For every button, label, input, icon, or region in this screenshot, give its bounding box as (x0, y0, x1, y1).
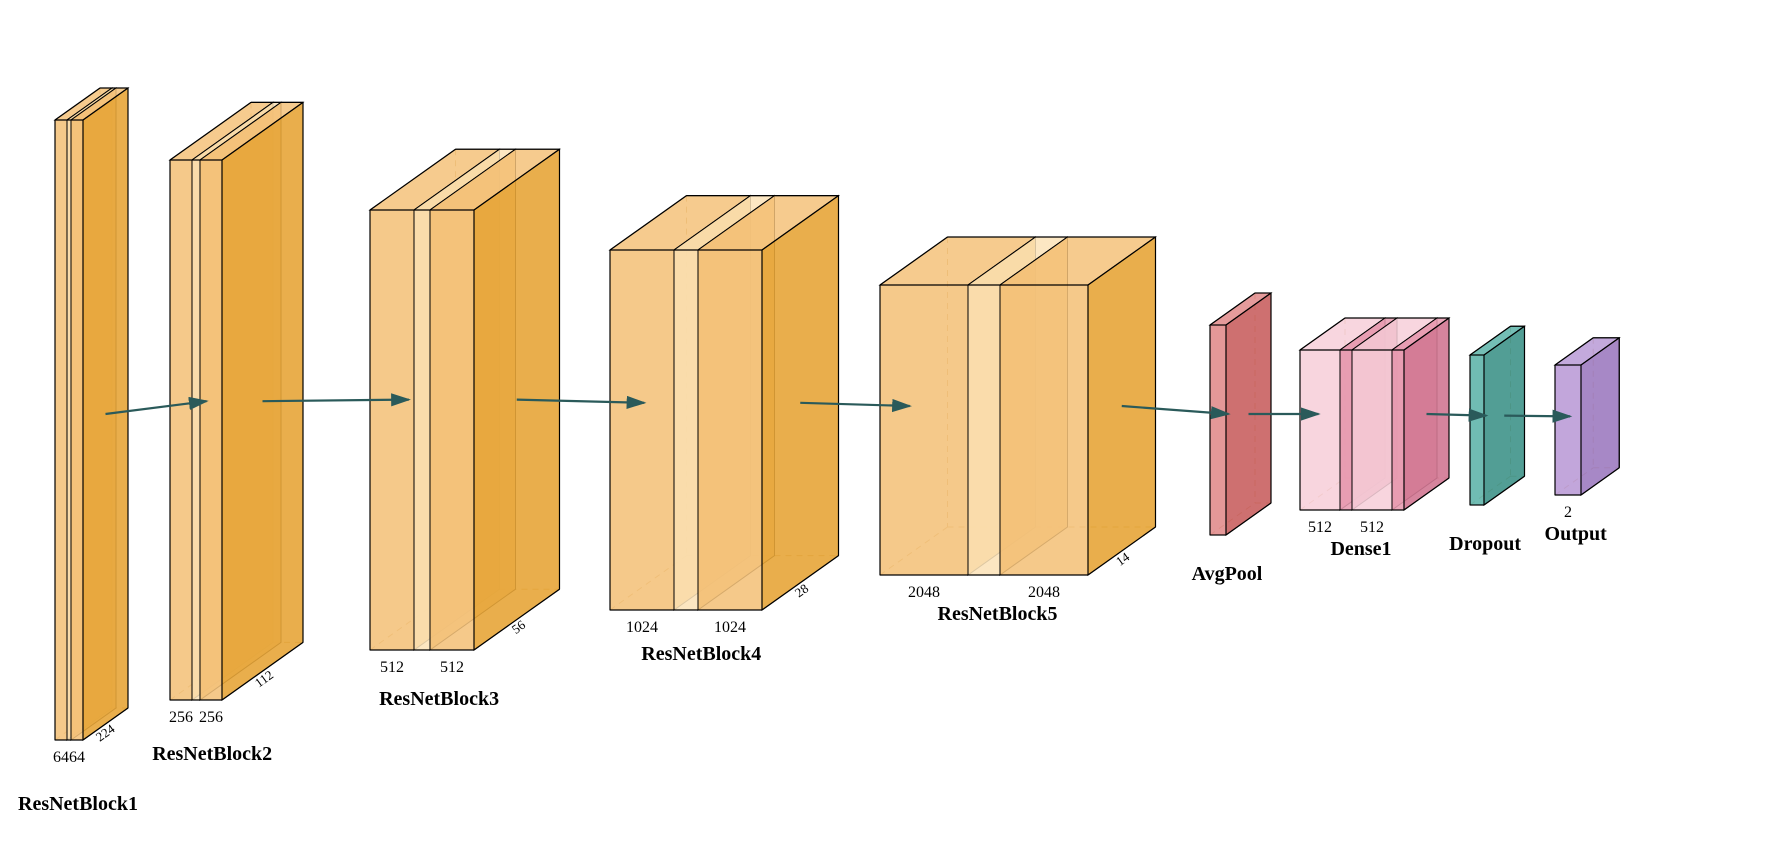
svg-text:AvgPool: AvgPool (1192, 563, 1263, 585)
architecture-diagram: 6464224ResNetBlock1256256112ResNetBlock2… (0, 0, 1771, 860)
svg-text:ResNetBlock2: ResNetBlock2 (152, 743, 272, 765)
svg-text:512: 512 (380, 659, 404, 676)
svg-text:256: 256 (169, 709, 193, 726)
arrow (1504, 416, 1570, 417)
Dense1: 512 512 Dense1 (1300, 318, 1449, 560)
ResNetBlock1: 6464224ResNetBlock1 (18, 88, 138, 815)
svg-text:ResNetBlock5: ResNetBlock5 (938, 603, 1058, 625)
svg-text:512: 512 (1360, 519, 1384, 536)
Output: 2 Output (1545, 338, 1620, 545)
svg-text:512: 512 (440, 659, 464, 676)
svg-text:2: 2 (1564, 504, 1572, 521)
ResNetBlock4: 1024102428ResNetBlock4 (610, 196, 839, 665)
svg-text:Dense1: Dense1 (1330, 538, 1391, 560)
svg-text:64: 64 (69, 749, 85, 766)
svg-text:2048: 2048 (908, 584, 940, 601)
AvgPool: AvgPool (1192, 293, 1271, 585)
svg-text:Output: Output (1545, 523, 1608, 545)
svg-text:ResNetBlock4: ResNetBlock4 (641, 643, 761, 665)
svg-text:64: 64 (53, 749, 69, 766)
svg-text:2048: 2048 (1028, 584, 1060, 601)
ResNetBlock3: 51251256ResNetBlock3 (370, 149, 560, 710)
svg-text:256: 256 (199, 709, 223, 726)
svg-text:ResNetBlock3: ResNetBlock3 (379, 688, 499, 710)
ResNetBlock2: 256256112ResNetBlock2 (152, 102, 303, 765)
svg-text:ResNetBlock1: ResNetBlock1 (18, 793, 138, 815)
svg-text:1024: 1024 (714, 619, 746, 636)
svg-text:Dropout: Dropout (1449, 533, 1521, 555)
Dropout: Dropout (1449, 326, 1524, 555)
svg-text:1024: 1024 (626, 619, 658, 636)
svg-text:512: 512 (1308, 519, 1332, 536)
ResNetBlock5: 2048204814ResNetBlock5 (880, 237, 1156, 625)
